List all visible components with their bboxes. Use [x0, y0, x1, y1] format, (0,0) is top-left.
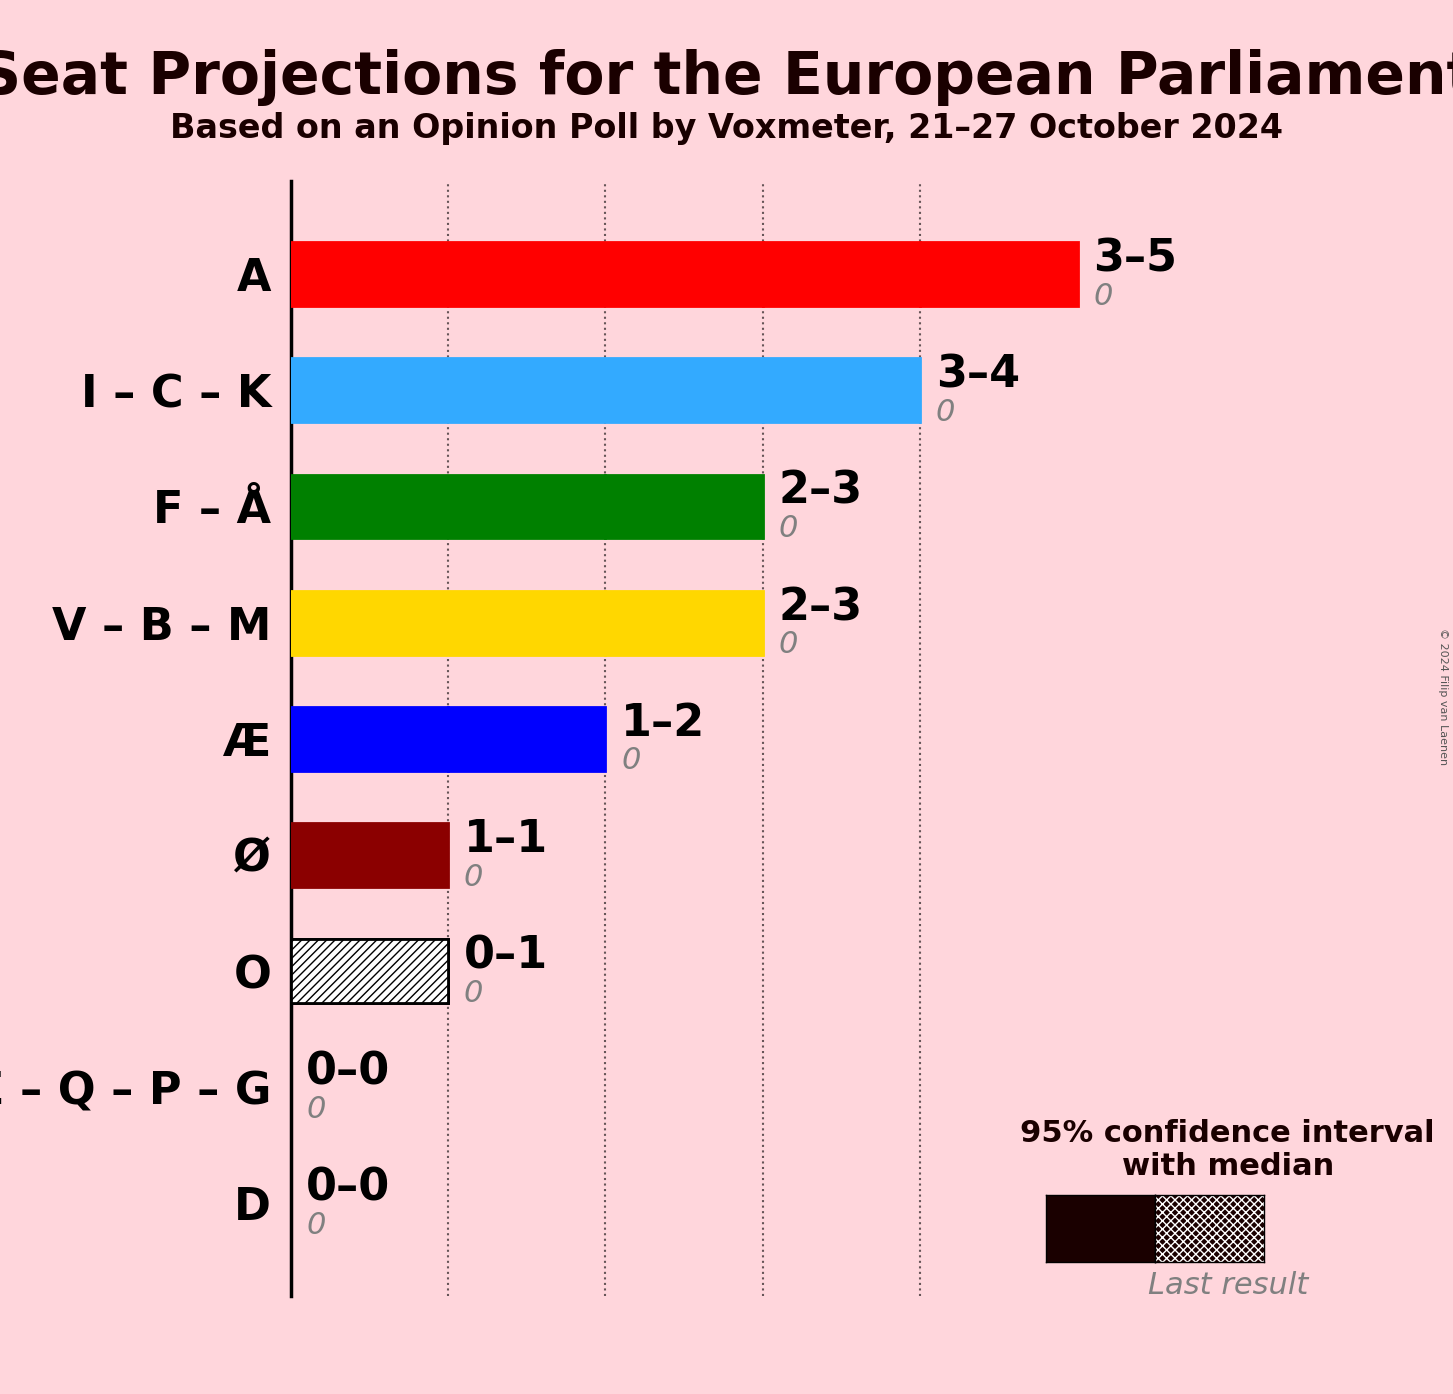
Text: 0: 0 [464, 979, 484, 1008]
Bar [291, 474, 606, 538]
Text: 2–3: 2–3 [779, 585, 863, 629]
Text: 0: 0 [307, 1094, 325, 1124]
Text: 0: 0 [307, 1211, 325, 1241]
Text: Last result: Last result [1148, 1271, 1308, 1299]
Text: Seat Projections for the European Parliament: Seat Projections for the European Parlia… [0, 49, 1453, 106]
Text: 3–5: 3–5 [1094, 237, 1177, 280]
Bar [291, 358, 763, 422]
Text: 2–3: 2–3 [779, 470, 863, 513]
Text: 95% confidence interval
with median: 95% confidence interval with median [1020, 1119, 1436, 1181]
Bar [448, 707, 606, 771]
Bar [291, 940, 448, 1004]
Bar [606, 591, 763, 655]
Text: © 2024 Filip van Laenen: © 2024 Filip van Laenen [1438, 629, 1447, 765]
Bar [920, 243, 1078, 307]
Bar [291, 591, 606, 655]
Text: 0: 0 [622, 746, 641, 775]
Text: 0: 0 [936, 397, 956, 427]
Text: 0–1: 0–1 [464, 934, 548, 977]
Text: 0–0: 0–0 [307, 1051, 391, 1094]
Bar [291, 822, 448, 887]
Text: 0–0: 0–0 [307, 1167, 391, 1210]
Text: 3–4: 3–4 [936, 354, 1020, 397]
Text: 1–1: 1–1 [464, 818, 548, 861]
Text: Based on an Opinion Poll by Voxmeter, 21–27 October 2024: Based on an Opinion Poll by Voxmeter, 21… [170, 112, 1283, 145]
Text: 0: 0 [1094, 282, 1113, 311]
Text: 0: 0 [779, 514, 798, 544]
Bar [763, 243, 920, 307]
Text: 0: 0 [464, 863, 484, 892]
Bar [291, 940, 448, 1004]
Text: 1–2: 1–2 [622, 703, 705, 746]
Bar [291, 707, 448, 771]
Bar [606, 474, 763, 538]
Text: 0: 0 [779, 630, 798, 659]
Bar [763, 358, 920, 422]
Bar [291, 243, 763, 307]
